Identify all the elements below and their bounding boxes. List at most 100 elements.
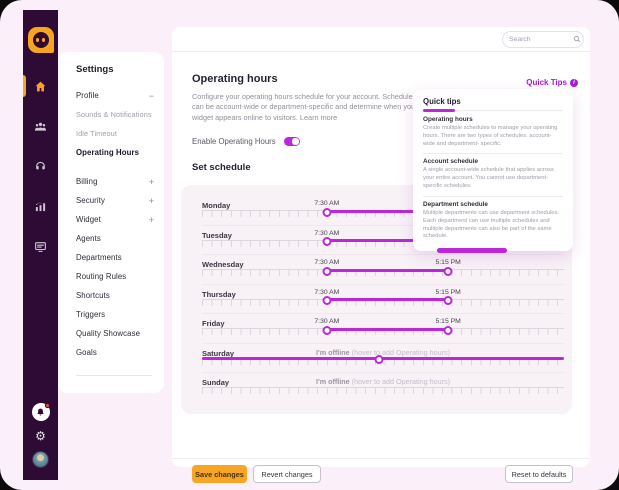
popover-title-underline [423, 109, 563, 112]
offline-status: I'm offline (hover to add Operating hour… [316, 347, 450, 357]
sidebar-item-departments[interactable]: Departments [76, 253, 122, 262]
time-range[interactable] [326, 268, 449, 272]
start-time: 7:30 AM [314, 318, 340, 326]
analytics-icon[interactable] [34, 199, 48, 213]
start-time: 7:30 AM [314, 288, 340, 296]
sidebar-item-goals[interactable]: Goals [76, 348, 97, 357]
rail-nav [22, 75, 48, 253]
enable-operating-hours-row: Enable Operating Hours [192, 137, 590, 147]
schedule-row-thursday: Thursday 7:30 AM 5:15 PM [202, 285, 564, 315]
schedule-row-saturday: Saturday I'm offline (hover to add Opera… [202, 344, 564, 374]
end-handle[interactable] [443, 296, 453, 306]
reset-to-defaults-button[interactable]: Reset to defaults [505, 465, 573, 483]
collapse-icon[interactable]: − [148, 90, 154, 101]
page-title: Operating hours [192, 73, 278, 85]
start-handle[interactable] [322, 266, 332, 276]
time-range[interactable] [326, 209, 449, 213]
icon-rail: ⚙ [22, 10, 58, 480]
start-time: 7:30 AM [314, 229, 340, 237]
rail-bottom: ⚙ [31, 403, 50, 480]
brand-logo-inner [32, 32, 49, 48]
sidebar-item-profile[interactable]: Profile − [76, 90, 154, 101]
schedule-row-wednesday: Wednesday 7:30 AM 5:15 PM [202, 255, 564, 285]
notifications-bell-icon[interactable] [31, 403, 50, 421]
expand-icon[interactable]: + [148, 195, 154, 206]
sidebar-item-quality-showcase[interactable]: Quality Showcase [76, 329, 141, 338]
page-description: Configure your operating hours schedule … [192, 92, 418, 122]
set-schedule-title: Set schedule [192, 162, 251, 174]
sidebar-item-sounds-notifications[interactable]: Sounds & Notifications [76, 110, 152, 119]
end-time: 5:15 PM [435, 259, 461, 267]
popover-title: Quick tips [423, 97, 461, 106]
notification-badge [45, 403, 50, 408]
end-handle[interactable] [443, 266, 453, 276]
brand-logo[interactable] [27, 27, 54, 53]
save-changes-button[interactable]: Save changes [192, 465, 247, 483]
settings-sidebar: Settings Profile − Sounds & Notification… [58, 52, 164, 393]
toggle-knob [291, 138, 299, 146]
offline-status: I'm offline (hover to add Operating hour… [316, 377, 450, 387]
headset-icon[interactable] [34, 159, 48, 173]
tip-body: Create multiple schedules to manage your… [423, 125, 558, 147]
search-icon [573, 35, 581, 43]
sidebar-title: Settings [76, 64, 114, 75]
team-icon[interactable] [34, 119, 48, 133]
revert-changes-button[interactable]: Revert changes [253, 465, 321, 483]
offline-hint: (hover to add Operating hours) [351, 347, 450, 357]
content-area: Quick Tips i Operating hours Configure y… [172, 73, 590, 488]
tip-divider [423, 153, 563, 155]
search-box[interactable] [502, 30, 584, 48]
sidebar-item-agents[interactable]: Agents [76, 234, 101, 243]
quick-tips-link[interactable]: Quick Tips i [526, 78, 578, 87]
tip-heading: Department schedule [423, 200, 488, 208]
start-time: 7:30 AM [314, 259, 340, 267]
learn-more-link[interactable]: Learn more [299, 112, 338, 122]
tip-body: A single account-wide schedule that appl… [423, 167, 554, 190]
main-panel: Quick Tips i Operating hours Configure y… [172, 27, 590, 483]
start-handle[interactable] [322, 296, 332, 306]
topbar [172, 27, 590, 52]
info-icon[interactable]: i [570, 78, 578, 87]
time-range[interactable] [326, 239, 449, 243]
sidebar-item-routing-rules[interactable]: Routing Rules [76, 272, 127, 281]
toggle-label: Enable Operating Hours [192, 137, 276, 147]
end-time: 5:15 PM [435, 318, 461, 326]
end-time: 5:15 PM [435, 288, 461, 296]
time-range[interactable] [326, 298, 449, 302]
quick-tips-popover: Quick tips Operating hours Create multip… [413, 89, 573, 254]
sidebar-item-triggers[interactable]: Triggers [76, 310, 106, 319]
sidebar-item-operating-hours[interactable]: Operating Hours [76, 148, 140, 157]
sidebar-item-shortcuts[interactable]: Shortcuts [76, 291, 110, 300]
tip-heading: Account schedule [423, 158, 479, 166]
sidebar-item-billing[interactable]: Billing + [76, 176, 154, 187]
sidebar-item-widget[interactable]: Widget + [76, 214, 154, 225]
time-range[interactable] [326, 327, 449, 331]
slider-handle[interactable] [374, 355, 384, 365]
search-input[interactable] [509, 35, 569, 43]
home-icon[interactable] [22, 75, 48, 97]
start-handle[interactable] [322, 207, 332, 217]
popover-progress-bar [437, 248, 507, 254]
settings-gear-icon[interactable]: ⚙ [35, 429, 46, 443]
sidebar-item-security[interactable]: Security + [76, 195, 154, 206]
end-handle[interactable] [443, 325, 453, 335]
footer-bar: Save changes Revert changes Reset to def… [172, 458, 590, 488]
tip-heading: Operating hours [423, 116, 473, 123]
time-track[interactable] [202, 387, 564, 395]
start-time: 7:30 AM [314, 200, 340, 208]
monitor-icon[interactable] [34, 239, 48, 253]
user-avatar[interactable] [32, 451, 49, 468]
start-handle[interactable] [322, 325, 332, 335]
expand-icon[interactable]: + [148, 214, 154, 225]
offline-hint: (hover to add Operating hours) [351, 377, 450, 387]
sidebar-divider [76, 375, 152, 376]
start-handle[interactable] [322, 237, 332, 247]
tip-body: Multiple departments can use department … [423, 209, 559, 240]
sidebar-item-idle-timeout[interactable]: Idle Timeout [76, 129, 117, 138]
expand-icon[interactable]: + [148, 176, 154, 187]
tip-divider [423, 195, 563, 197]
enable-operating-hours-toggle[interactable] [283, 137, 300, 147]
schedule-row-sunday: Sunday I'm offline (hover to add Operati… [202, 373, 564, 403]
schedule-row-friday: Friday 7:30 AM 5:15 PM [202, 314, 564, 344]
